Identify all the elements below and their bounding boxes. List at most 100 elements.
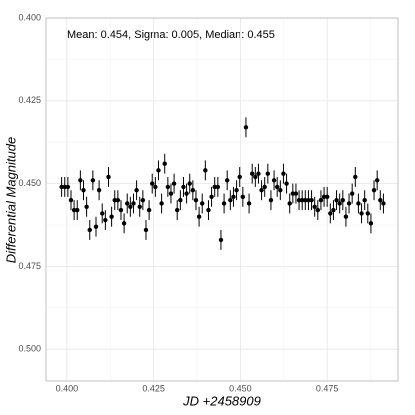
point <box>299 197 305 203</box>
point <box>143 227 149 233</box>
point <box>312 204 317 209</box>
point <box>71 207 77 213</box>
annotation: Mean: 0.454, Sigma: 0.005, Median: 0.455 <box>67 29 275 41</box>
point <box>165 184 171 190</box>
point <box>84 204 89 209</box>
point <box>96 188 102 193</box>
point <box>150 181 155 186</box>
point <box>121 221 127 226</box>
point <box>178 197 183 203</box>
y-axis-label: Differential Magnitude <box>3 137 18 263</box>
point <box>146 207 152 213</box>
point <box>68 197 74 203</box>
point <box>243 125 249 130</box>
point <box>287 201 292 206</box>
point <box>231 194 236 200</box>
point <box>359 211 364 216</box>
point <box>309 197 314 203</box>
point <box>262 184 267 190</box>
point <box>75 207 80 213</box>
point <box>246 201 252 206</box>
point <box>331 207 336 213</box>
point <box>181 184 186 190</box>
x-tick-label: 0.450 <box>229 383 252 393</box>
point <box>128 204 133 209</box>
point <box>265 171 271 176</box>
point <box>368 221 374 226</box>
point <box>234 188 239 193</box>
point <box>187 181 192 186</box>
point <box>303 197 308 203</box>
point <box>318 197 324 203</box>
point <box>378 197 383 203</box>
point <box>140 197 146 203</box>
point <box>209 194 214 200</box>
point <box>343 214 349 219</box>
point <box>171 181 177 186</box>
point <box>156 168 161 173</box>
point <box>281 171 286 176</box>
point <box>78 178 83 183</box>
point <box>374 178 380 183</box>
point <box>200 201 205 206</box>
point <box>274 184 280 190</box>
point <box>353 174 358 180</box>
point <box>356 201 361 206</box>
point <box>240 194 246 200</box>
point <box>93 224 99 229</box>
point <box>346 201 352 206</box>
point <box>184 191 189 196</box>
point <box>290 191 296 196</box>
point <box>137 204 142 209</box>
point <box>62 184 67 190</box>
y-tick-label: 0.425 <box>18 95 41 105</box>
point <box>162 161 167 166</box>
point <box>250 171 255 176</box>
point <box>293 191 299 196</box>
point <box>215 184 221 190</box>
point <box>153 184 158 190</box>
point <box>218 237 224 243</box>
point <box>256 171 261 176</box>
point <box>221 201 227 206</box>
point <box>106 174 111 180</box>
point <box>109 214 114 219</box>
point <box>225 178 230 183</box>
point <box>324 194 330 200</box>
point <box>65 184 71 190</box>
point <box>159 201 164 206</box>
point <box>337 201 342 206</box>
point <box>296 197 302 203</box>
point <box>118 207 124 213</box>
point <box>349 191 355 196</box>
x-tick-label: 0.400 <box>56 383 79 393</box>
point <box>365 211 370 216</box>
point <box>278 188 283 193</box>
point <box>90 178 96 183</box>
point <box>131 201 136 206</box>
y-tick-label: 0.450 <box>18 178 41 188</box>
point <box>203 168 208 173</box>
point <box>284 181 289 186</box>
point <box>134 188 139 193</box>
point <box>306 197 311 203</box>
y-tick-label: 0.475 <box>18 261 41 271</box>
point <box>237 174 242 180</box>
point <box>175 207 180 213</box>
point <box>271 178 277 183</box>
y-tick-label: 0.500 <box>18 344 41 354</box>
x-tick-label: 0.425 <box>142 383 165 393</box>
point <box>112 197 117 203</box>
point <box>321 194 327 200</box>
x-axis-label: JD +2458909 <box>182 393 261 408</box>
y-tick-label: 0.400 <box>18 12 41 22</box>
point <box>328 211 333 216</box>
point <box>228 197 233 203</box>
point <box>253 174 258 180</box>
point <box>196 214 202 219</box>
plot-border <box>45 17 399 382</box>
point <box>168 191 174 196</box>
point <box>59 184 64 190</box>
point <box>87 227 92 233</box>
